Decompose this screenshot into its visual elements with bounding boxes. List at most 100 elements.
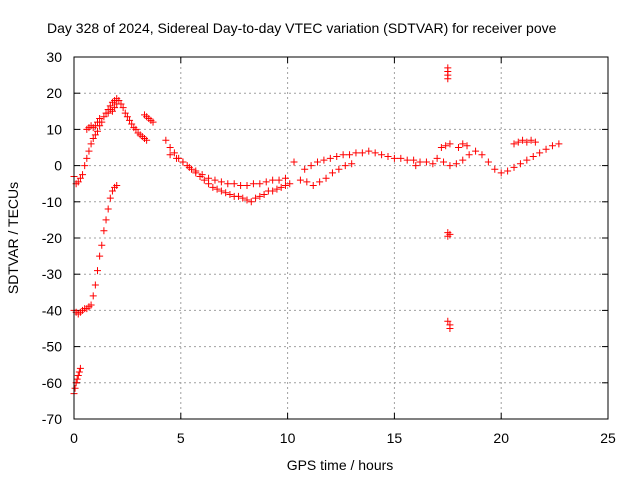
data-point: [410, 156, 418, 164]
data-point: [519, 136, 527, 144]
data-point: [96, 115, 104, 123]
data-point: [126, 116, 134, 124]
data-point: [217, 187, 225, 195]
data-point: [335, 165, 343, 173]
data-point: [529, 153, 537, 161]
data-point: [322, 174, 330, 182]
data-point: [514, 138, 522, 146]
y-tick-labels: -70 -60 -50 -40 -30 -20 -10 0 10 20 30: [42, 49, 62, 427]
data-point: [429, 160, 437, 168]
data-point: [239, 194, 247, 202]
series-late-day: [433, 140, 563, 177]
data-point: [281, 182, 289, 190]
data-point: [185, 163, 193, 171]
data-point: [433, 154, 441, 162]
data-point: [504, 167, 512, 175]
data-point: [378, 151, 386, 159]
plot-frame: [73, 56, 609, 420]
data-point: [365, 147, 373, 155]
data-point: [170, 149, 178, 157]
data-point: [397, 154, 405, 162]
grid-layer: [74, 57, 608, 419]
data-point: [79, 171, 87, 179]
data-point: [472, 147, 480, 155]
data-point: [166, 144, 174, 151]
data-point: [314, 158, 322, 166]
data-point: [76, 174, 84, 182]
data-point: [446, 230, 454, 238]
y-tick-label: -70: [42, 411, 62, 427]
data-point: [326, 154, 334, 162]
data-point: [491, 165, 499, 173]
data-point: [440, 158, 448, 166]
data-point: [412, 162, 420, 170]
series-steep-rise: [70, 182, 121, 318]
data-point: [463, 142, 471, 150]
y-tick-label: -60: [42, 375, 62, 391]
data-point: [200, 176, 208, 184]
data-point: [452, 160, 460, 168]
data-point: [209, 183, 217, 191]
data-point: [484, 158, 492, 166]
data-point: [252, 194, 260, 202]
data-point: [301, 165, 309, 173]
data-point: [281, 174, 289, 182]
data-point: [531, 138, 539, 146]
data-point: [104, 109, 112, 117]
data-point: [91, 281, 99, 289]
y-tick-label: -30: [42, 266, 62, 282]
data-point: [286, 180, 294, 188]
data-point: [143, 136, 151, 144]
data-point: [91, 122, 99, 130]
data-point: [128, 120, 136, 128]
data-point: [446, 162, 454, 170]
data-point: [71, 384, 79, 392]
chart-title: Day 328 of 2024, Sidereal Day-to-day VTE…: [47, 20, 557, 36]
data-point: [296, 176, 304, 184]
data-point: [100, 227, 108, 235]
series-deep-start: [70, 364, 84, 398]
data-point: [446, 140, 454, 148]
y-tick-label: -20: [42, 230, 62, 246]
data-point: [108, 187, 116, 195]
y-tick-label: 20: [46, 85, 62, 101]
series-afternoon-decline: [162, 136, 294, 206]
data-point: [459, 140, 467, 148]
data-point: [87, 140, 95, 148]
data-point: [102, 216, 110, 224]
data-point: [444, 317, 452, 325]
data-point: [243, 196, 251, 204]
y-tick-label: -40: [42, 302, 62, 318]
data-point: [510, 163, 518, 171]
data-point: [149, 118, 157, 126]
data-point: [262, 178, 270, 186]
data-point: [198, 171, 206, 179]
series-mid-day: [301, 147, 437, 173]
data-point: [87, 301, 95, 309]
data-point: [234, 192, 242, 200]
data-point: [358, 149, 366, 157]
data-point: [132, 125, 140, 133]
data-points: [70, 64, 563, 398]
data-point: [115, 96, 123, 104]
x-axis-label: GPS time / hours: [287, 457, 394, 473]
x-tick-label: 15: [387, 430, 403, 446]
data-point: [96, 252, 104, 260]
series-outliers: [290, 64, 454, 332]
data-point: [256, 180, 264, 188]
data-point: [422, 158, 430, 166]
data-point: [226, 191, 234, 199]
data-point: [211, 176, 219, 184]
data-point: [249, 180, 257, 188]
data-point: [527, 136, 535, 144]
data-point: [111, 104, 119, 112]
data-point: [89, 134, 97, 142]
data-point: [237, 182, 245, 190]
data-point: [542, 145, 550, 153]
data-point: [93, 267, 101, 275]
data-point: [93, 118, 101, 126]
data-point: [444, 75, 452, 83]
data-point: [555, 140, 563, 148]
data-point: [104, 205, 112, 213]
